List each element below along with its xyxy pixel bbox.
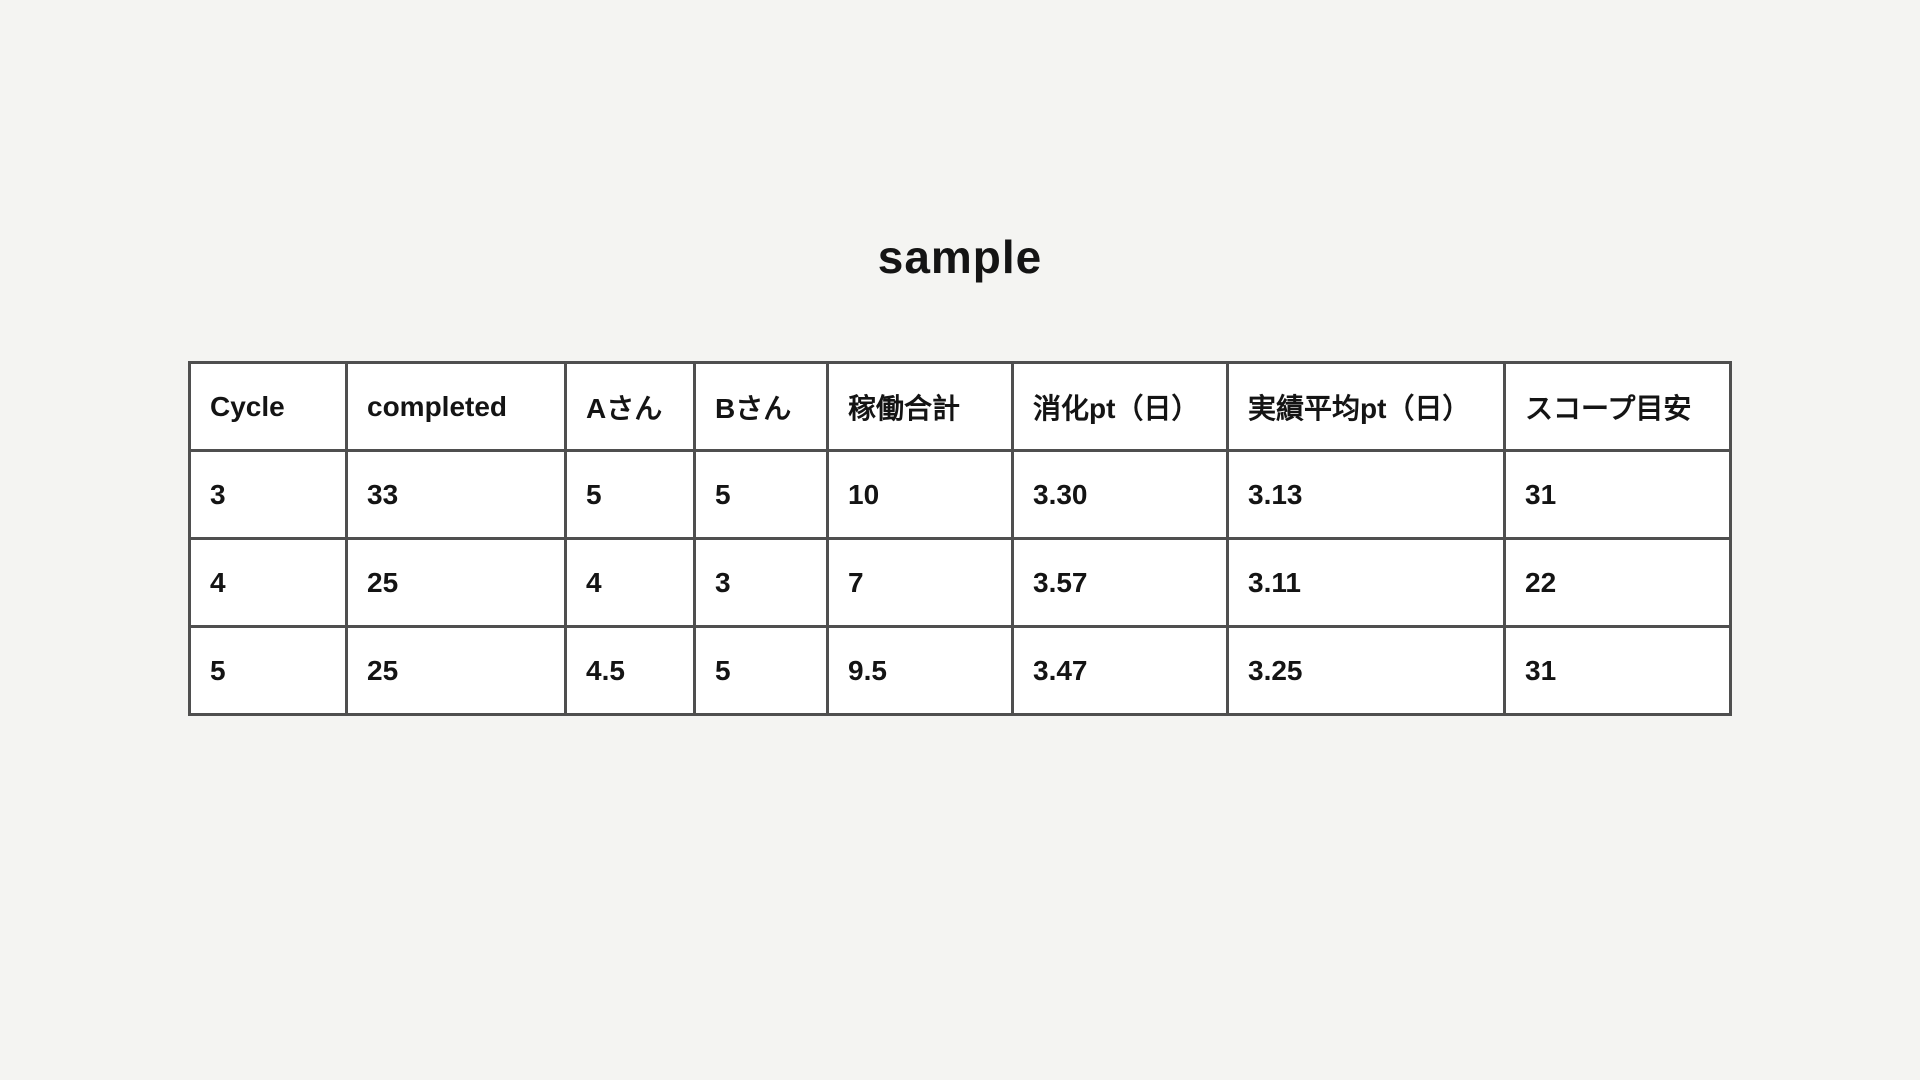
table-cell: 3.13 xyxy=(1226,449,1506,541)
table-cell: 22 xyxy=(1503,537,1732,629)
header-row: Cycle completed Aさん Bさん 稼働合計 消化pt（日） 実績平… xyxy=(188,361,1732,453)
table-cell: 3.25 xyxy=(1226,625,1506,717)
column-header-cycle: Cycle xyxy=(188,361,348,453)
table-cell: 33 xyxy=(345,449,567,541)
table-row: 3 33 5 5 10 3.30 3.13 31 xyxy=(188,449,1732,541)
table-body: 3 33 5 5 10 3.30 3.13 31 4 25 4 3 7 3.57… xyxy=(188,449,1732,717)
table-cell: 4 xyxy=(188,537,348,629)
table-cell: 5 xyxy=(188,625,348,717)
table-cell: 3.47 xyxy=(1011,625,1229,717)
table-cell: 10 xyxy=(826,449,1014,541)
table-cell: 5 xyxy=(693,625,829,717)
table-cell: 3.57 xyxy=(1011,537,1229,629)
table-cell: 4 xyxy=(564,537,696,629)
table-cell: 31 xyxy=(1503,449,1732,541)
table-cell: 3 xyxy=(693,537,829,629)
table-cell: 25 xyxy=(345,625,567,717)
column-header-person-b: Bさん xyxy=(693,361,829,453)
table-cell: 25 xyxy=(345,537,567,629)
column-header-actual-avg-pt: 実績平均pt（日） xyxy=(1226,361,1506,453)
column-header-consumed-pt: 消化pt（日） xyxy=(1011,361,1229,453)
table-cell: 31 xyxy=(1503,625,1732,717)
table-cell: 4.5 xyxy=(564,625,696,717)
table-header: Cycle completed Aさん Bさん 稼働合計 消化pt（日） 実績平… xyxy=(188,361,1732,453)
column-header-total-working: 稼働合計 xyxy=(826,361,1014,453)
table-row: 4 25 4 3 7 3.57 3.11 22 xyxy=(188,537,1732,629)
table-row: 5 25 4.5 5 9.5 3.47 3.25 31 xyxy=(188,625,1732,717)
table-cell: 3.11 xyxy=(1226,537,1506,629)
table-cell: 3.30 xyxy=(1011,449,1229,541)
column-header-scope-estimate: スコープ目安 xyxy=(1503,361,1732,453)
table-cell: 3 xyxy=(188,449,348,541)
data-table: Cycle completed Aさん Bさん 稼働合計 消化pt（日） 実績平… xyxy=(188,361,1732,717)
table-cell: 5 xyxy=(564,449,696,541)
table-cell: 5 xyxy=(693,449,829,541)
column-header-completed: completed xyxy=(345,361,567,453)
column-header-person-a: Aさん xyxy=(564,361,696,453)
page-title: sample xyxy=(877,231,1043,283)
table-cell: 7 xyxy=(826,537,1014,629)
table-cell: 9.5 xyxy=(826,625,1014,717)
